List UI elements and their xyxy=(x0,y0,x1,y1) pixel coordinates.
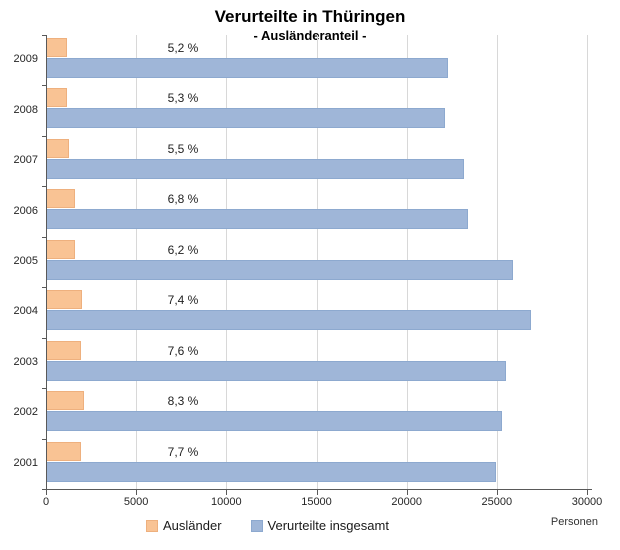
xtick-mark-25000 xyxy=(496,490,498,495)
bar-insgesamt-2007 xyxy=(46,158,465,179)
ytick-label-2001: 2001 xyxy=(13,456,38,469)
xtick-mark-5000 xyxy=(136,490,138,495)
percent-label-2007: 5,5 % xyxy=(167,141,199,156)
bar-insgesamt-2005 xyxy=(46,259,514,280)
xtick-label-0: 0 xyxy=(42,496,50,508)
legend-item-insgesamt: Verurteilte insgesamt xyxy=(250,518,389,533)
ytick-label-2004: 2004 xyxy=(13,305,38,318)
bar-auslaender-2005 xyxy=(46,239,76,259)
bar-insgesamt-2003 xyxy=(46,360,506,381)
chart-subtitle: - Ausländeranteil - xyxy=(253,28,367,43)
bar-auslaender-2008 xyxy=(46,88,68,108)
ytick-mark xyxy=(42,388,46,390)
ytick-label-2006: 2006 xyxy=(13,204,38,217)
ytick-mark xyxy=(42,287,46,289)
bar-auslaender-2003 xyxy=(46,340,81,360)
xtick-mark-0 xyxy=(46,490,47,495)
chart-title: Verurteilte in Thüringen xyxy=(214,7,406,26)
ytick-mark xyxy=(42,186,46,188)
xtick-label-30000: 30000 xyxy=(571,496,603,508)
xtick-mark-15000 xyxy=(316,490,318,495)
gridline-30000 xyxy=(587,35,588,489)
ytick-mark xyxy=(42,85,46,87)
ytick-label-2002: 2002 xyxy=(13,406,38,419)
xtick-label-15000: 15000 xyxy=(301,496,332,508)
xtick-label-25000: 25000 xyxy=(481,496,513,508)
y-axis-line xyxy=(46,35,47,490)
bar-insgesamt-2004 xyxy=(46,310,532,331)
ytick-label-2005: 2005 xyxy=(13,255,38,267)
percent-label-2004: 7,4 % xyxy=(167,293,199,308)
percent-label-2009: 5,2 % xyxy=(167,41,199,55)
xtick-label-5000: 5000 xyxy=(123,496,149,508)
percent-label-2005: 6,2 % xyxy=(167,242,199,257)
xtick-label-20000: 20000 xyxy=(391,496,422,508)
ytick-label-2008: 2008 xyxy=(13,103,38,116)
bar-insgesamt-2001 xyxy=(46,461,496,482)
bar-auslaender-2002 xyxy=(46,391,84,411)
legend: Ausländer Verurteilte insgesamt xyxy=(146,518,389,533)
ytick-mark xyxy=(42,337,46,339)
legend-label: Verurteilte insgesamt xyxy=(267,518,389,533)
axis-unit-label: Personen xyxy=(550,516,598,528)
ytick-mark xyxy=(42,236,46,238)
ytick-label-2009: 2009 xyxy=(13,53,38,66)
bar-auslaender-2004 xyxy=(46,290,82,310)
bar-auslaender-2001 xyxy=(46,441,81,461)
legend-swatch-icon xyxy=(250,519,263,532)
bar-insgesamt-2009 xyxy=(46,58,449,78)
percent-label-2006: 6,8 % xyxy=(167,192,199,207)
xtick-mark-30000 xyxy=(587,490,588,495)
bar-auslaender-2007 xyxy=(46,138,70,158)
bar-insgesamt-2002 xyxy=(46,411,503,432)
percent-label-2002: 8,3 % xyxy=(167,394,199,409)
xtick-mark-10000 xyxy=(226,490,228,495)
ytick-mark xyxy=(42,438,46,440)
legend-swatch-icon xyxy=(146,519,158,532)
bar-insgesamt-2006 xyxy=(46,209,468,230)
percent-label-2001: 7,7 % xyxy=(167,444,199,459)
percent-label-2003: 7,6 % xyxy=(167,343,199,358)
bar-insgesamt-2008 xyxy=(46,108,445,129)
bar-auslaender-2006 xyxy=(46,189,75,209)
ytick-mark xyxy=(42,135,46,137)
xtick-label-10000: 10000 xyxy=(211,496,242,508)
bar-auslaender-2009 xyxy=(46,38,67,57)
ytick-label-2003: 2003 xyxy=(13,355,38,368)
xtick-mark-20000 xyxy=(406,490,408,495)
ytick-mark xyxy=(42,35,46,36)
legend-item-auslaender: Ausländer xyxy=(146,518,222,533)
ytick-label-2007: 2007 xyxy=(13,154,38,167)
legend-label: Ausländer xyxy=(163,518,222,533)
percent-label-2008: 5,3 % xyxy=(167,91,199,106)
x-axis-line xyxy=(42,489,592,490)
